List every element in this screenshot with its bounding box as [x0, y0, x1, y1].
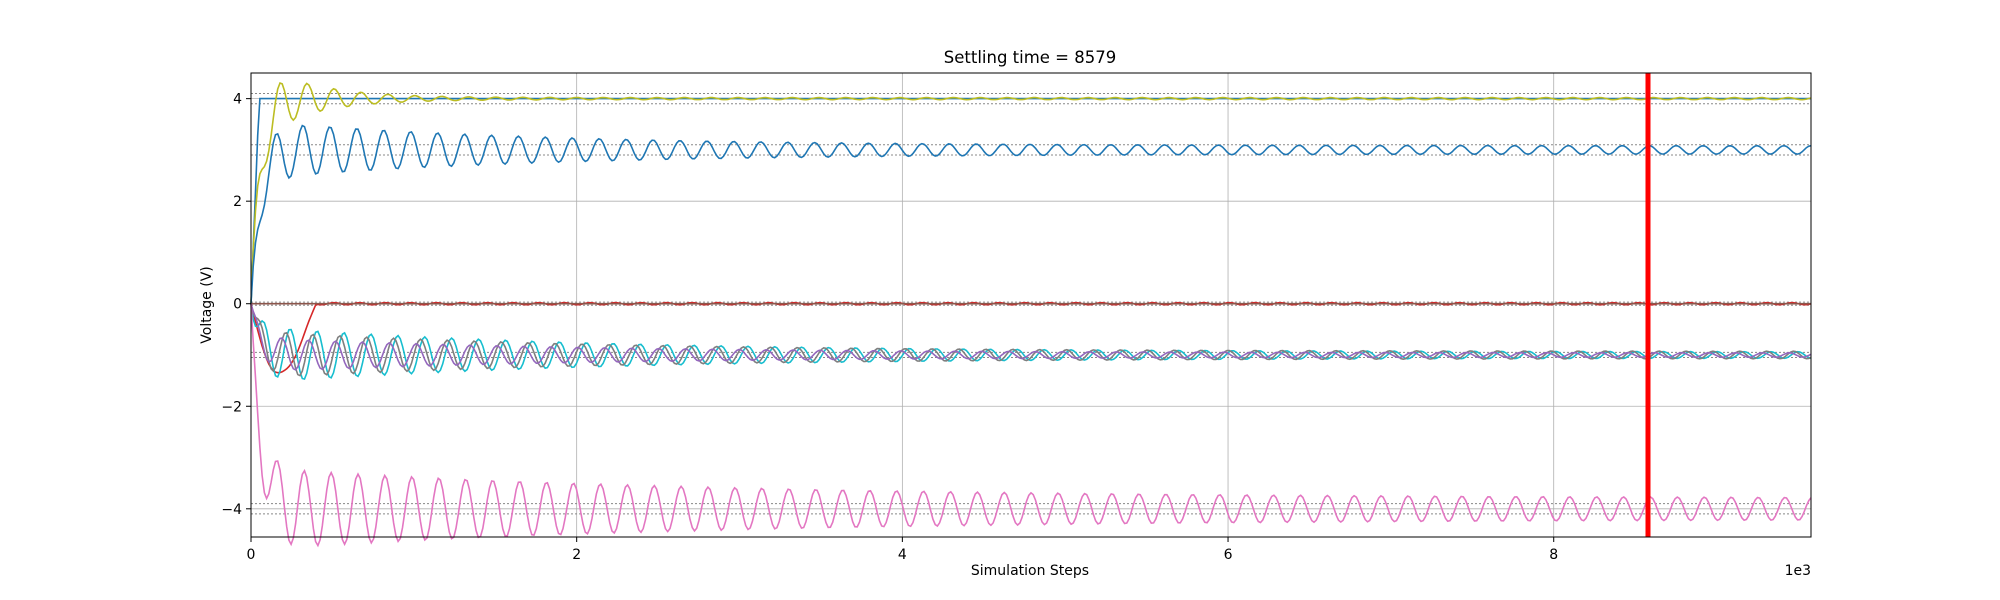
chart-title: Settling time = 8579: [944, 48, 1117, 67]
y-tick-label: −4: [221, 502, 242, 518]
series-line: [250, 303, 1812, 371]
series-line: [250, 303, 1812, 548]
plot-frame: [250, 72, 1812, 538]
ticks: 0 2 4 6 8 −4 −2 0 2 4: [221, 92, 1558, 563]
y-tick-label: 2: [233, 194, 242, 210]
x-tick-label: 8: [1549, 547, 1558, 563]
x-axis-multiplier-label: 1e3: [1785, 563, 1811, 579]
x-tick-label: 0: [247, 547, 256, 563]
x-tick-label: 4: [898, 547, 907, 563]
y-tick-label: −2: [221, 399, 242, 415]
series-lines: [250, 81, 1812, 548]
y-tick-label: 4: [233, 92, 242, 108]
y-axis-label: Voltage (V): [199, 266, 215, 343]
y-tick-label: 0: [233, 297, 242, 313]
x-axis-label: Simulation Steps: [971, 563, 1089, 579]
series-line: [250, 81, 1812, 304]
x-tick-label: 6: [1224, 547, 1233, 563]
x-tick-label: 2: [572, 547, 581, 563]
series-line: [250, 124, 1812, 304]
